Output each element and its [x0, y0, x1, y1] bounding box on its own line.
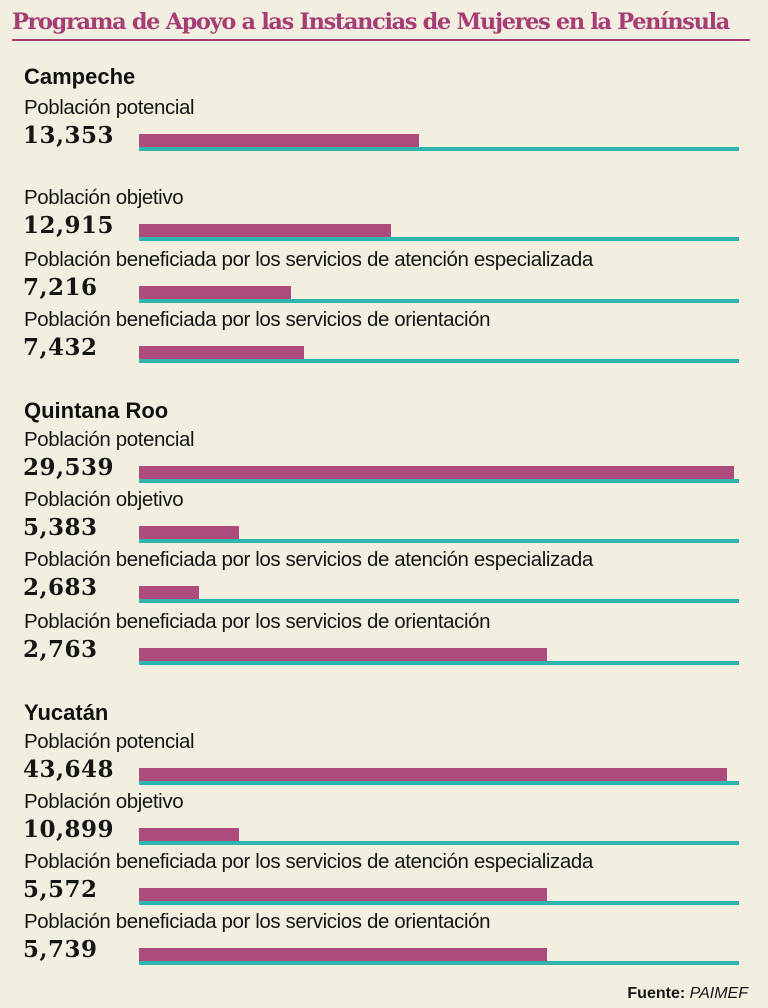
- bar-track: [139, 147, 739, 151]
- bar-track: [139, 841, 739, 845]
- bar-track: [139, 961, 739, 965]
- metric-label: Población potencial: [24, 96, 195, 119]
- bar-track: [139, 599, 739, 603]
- metric-label: Población potencial: [24, 428, 195, 451]
- source-value: PAIMEF: [689, 985, 748, 1002]
- data-bar: [139, 768, 727, 781]
- metric-label: Población objetivo: [24, 488, 184, 511]
- metric-value: 12,915: [23, 212, 115, 239]
- data-bar: [139, 828, 239, 841]
- metric-value: 13,353: [23, 122, 115, 149]
- region-title: Quintana Roo: [24, 398, 169, 423]
- bar-track: [139, 359, 739, 363]
- metric-value: 43,648: [23, 756, 115, 783]
- data-bar: [139, 888, 547, 901]
- data-bar: [139, 346, 304, 359]
- chart-title: Programa de Apoyo a las Instancias de Mu…: [12, 6, 756, 42]
- metric-label: Población objetivo: [24, 186, 184, 209]
- source-note: Fuente: PAIMEF: [627, 984, 748, 1004]
- region-title: Yucatán: [24, 700, 109, 725]
- metric-label: Población beneficiada por los servicios …: [24, 308, 491, 331]
- bar-track: [139, 661, 739, 665]
- metric-value: 5,572: [23, 876, 98, 903]
- metric-value: 5,383: [23, 514, 98, 541]
- data-bar: [139, 286, 291, 299]
- data-bar: [139, 948, 547, 961]
- metric-value: 10,899: [23, 816, 115, 843]
- metric-label: Población beneficiada por los servicios …: [24, 610, 491, 633]
- metric-label: Población beneficiada por los servicios …: [24, 850, 593, 873]
- bar-track: [139, 539, 739, 543]
- bar-track: [139, 781, 739, 785]
- bar-track: [139, 237, 739, 241]
- bar-track: [139, 901, 739, 905]
- source-label: Fuente:: [627, 985, 686, 1002]
- data-bar: [139, 648, 547, 661]
- chart-title-text: Programa de Apoyo a las Instancias de Mu…: [12, 9, 730, 35]
- bar-track: [139, 299, 739, 303]
- metric-label: Población beneficiada por los servicios …: [24, 910, 491, 933]
- metric-value: 5,739: [23, 936, 98, 963]
- title-underline: [12, 39, 750, 41]
- data-bar: [139, 586, 199, 599]
- data-bar: [139, 224, 391, 237]
- metric-value: 7,432: [23, 334, 98, 361]
- metric-value: 29,539: [23, 454, 115, 481]
- data-bar: [139, 134, 419, 147]
- metric-value: 2,683: [23, 574, 98, 601]
- metric-value: 2,763: [23, 636, 98, 663]
- data-bar: [139, 526, 239, 539]
- region-title: Campeche: [24, 64, 136, 89]
- metric-label: Población potencial: [24, 730, 195, 753]
- metric-value: 7,216: [23, 274, 98, 301]
- metric-label: Población beneficiada por los servicios …: [24, 548, 593, 571]
- metric-label: Población beneficiada por los servicios …: [24, 248, 593, 271]
- bar-track: [139, 479, 739, 483]
- metric-label: Población objetivo: [24, 790, 184, 813]
- data-bar: [139, 466, 734, 479]
